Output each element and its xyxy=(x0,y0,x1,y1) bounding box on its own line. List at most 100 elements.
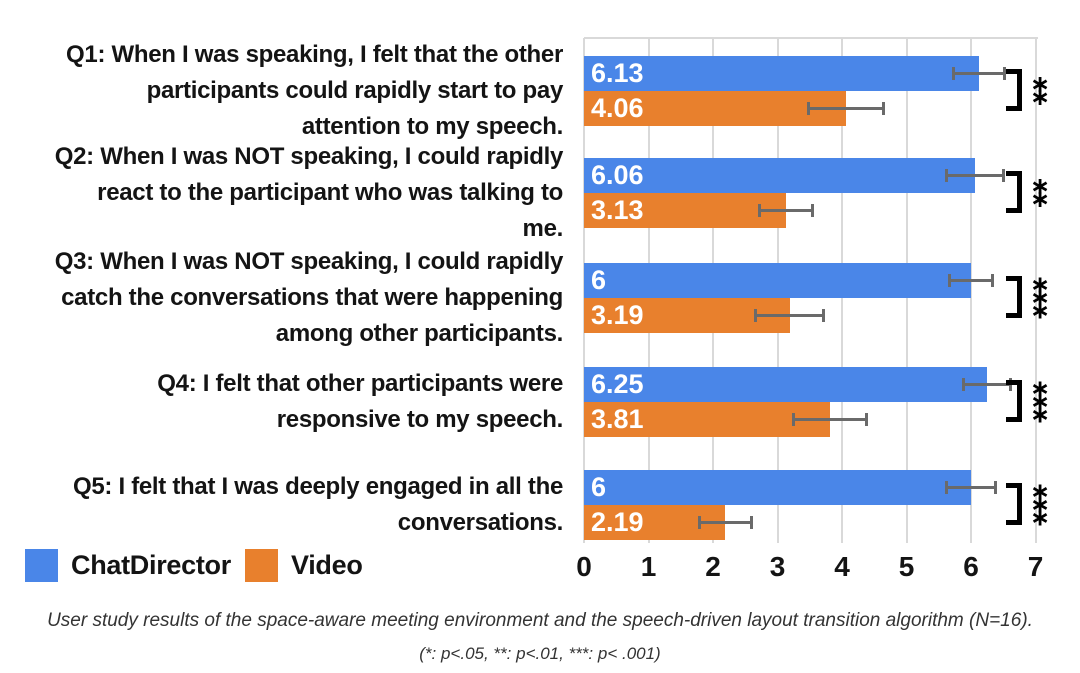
bar-value-label: 6 xyxy=(591,265,607,295)
legend-item-video: Video xyxy=(245,549,363,582)
error-bar-cap xyxy=(990,274,994,287)
error-bar xyxy=(961,378,1013,391)
error-bar-cap xyxy=(864,413,868,426)
question-label-line: Q3: When I was NOT speaking, I could rap… xyxy=(54,248,564,275)
significance-star: ∗ xyxy=(1029,296,1051,325)
bar-value-label: 6.06 xyxy=(591,160,644,190)
question-label-line: react to the participant who was talking… xyxy=(97,179,563,206)
bar-value-label: 6.25 xyxy=(591,369,644,399)
significance-star: ∗ xyxy=(1029,283,1051,312)
significance-bracket xyxy=(1006,380,1022,422)
question-label-line: attention to my speech. xyxy=(301,113,563,140)
error-bar-line xyxy=(754,314,826,317)
x-tick-label: 1 xyxy=(640,551,657,582)
significance-star: ∗ xyxy=(1029,185,1051,213)
significance-star: ∗ xyxy=(1029,70,1051,98)
significance-star: ∗ xyxy=(1029,400,1051,429)
error-bar xyxy=(754,309,826,322)
error-bar-line xyxy=(758,209,814,212)
significance-bracket xyxy=(1006,69,1022,111)
x-tick-label: 3 xyxy=(769,551,786,582)
error-bar-cap xyxy=(810,204,814,217)
error-bar-cap xyxy=(807,102,811,115)
question-label-line: Q5: I felt that I was deeply engaged in … xyxy=(72,473,563,500)
question-label: Q5: I felt that I was deeply engaged in … xyxy=(0,469,563,541)
bar-value-label: 2.19 xyxy=(591,507,644,537)
bar-value-label: 6 xyxy=(591,472,607,502)
bar-chatdirector: 6.13 xyxy=(584,56,980,91)
error-bar-cap xyxy=(754,309,758,322)
significance-star: ∗ xyxy=(1029,477,1051,506)
bar-value-label: 6.13 xyxy=(591,58,644,88)
legend-item-chatdirector: ChatDirector xyxy=(25,549,231,582)
question-label-line: among other participants. xyxy=(275,320,564,347)
error-bar-line xyxy=(948,279,994,282)
error-bar-cap xyxy=(952,67,956,80)
error-bar xyxy=(948,274,994,287)
question-label-line: Q4: I felt that other participants were xyxy=(157,370,563,397)
question-label-line: me. xyxy=(522,215,564,242)
x-tick-label: 7 xyxy=(1027,551,1044,582)
legend-swatch-video xyxy=(245,549,278,582)
x-tick-label: 2 xyxy=(705,551,721,582)
error-bar-cap xyxy=(758,204,762,217)
error-bar xyxy=(791,413,868,426)
error-bar xyxy=(807,102,885,115)
significance-star: ∗ xyxy=(1029,270,1051,299)
question-label: Q3: When I was NOT speaking, I could rap… xyxy=(0,244,564,352)
x-tick-label: 5 xyxy=(898,551,915,582)
question-label-line: conversations. xyxy=(397,509,564,536)
error-bar-line xyxy=(944,174,1006,177)
bar-video: 4.06 xyxy=(584,91,846,126)
significance-stars: ∗ ∗ ∗ xyxy=(1029,270,1051,325)
error-bar-line xyxy=(961,383,1013,386)
bar-value-label: 3.19 xyxy=(591,300,644,330)
bar-value-label: 3.13 xyxy=(591,195,644,225)
significance-star: ∗ xyxy=(1029,490,1051,519)
error-bar-cap xyxy=(881,102,885,115)
significance-stars: ∗ ∗ xyxy=(1029,172,1051,213)
question-label-line: Q1: When I was speaking, I felt that the… xyxy=(66,41,563,68)
error-bar-line xyxy=(697,521,753,524)
bar-video: 3.81 xyxy=(584,402,830,437)
bar-value-label: 3.81 xyxy=(591,404,644,434)
error-bar-cap xyxy=(945,481,949,494)
question-label: Q4: I felt that other participants were r… xyxy=(0,366,563,438)
significance-stars: ∗ ∗ ∗ xyxy=(1029,477,1051,532)
x-tick-label: 0 xyxy=(576,551,592,582)
error-bar xyxy=(697,516,753,529)
error-bar-cap xyxy=(961,378,965,391)
legend-swatch-chatdirector xyxy=(25,549,58,582)
error-bar-cap xyxy=(749,516,753,529)
question-label: Q2: When I was NOT speaking, I could rap… xyxy=(0,139,564,247)
question-label-line: participants could rapidly start to pay xyxy=(146,77,564,104)
error-bar-cap xyxy=(791,413,795,426)
significance-star: ∗ xyxy=(1029,387,1051,416)
bar-value-label: 4.06 xyxy=(591,93,644,123)
gridline xyxy=(1034,38,1037,543)
significance-star: ∗ xyxy=(1029,503,1051,532)
error-bar-line xyxy=(952,72,1007,75)
legend-label-video: Video xyxy=(291,550,363,580)
error-bar-cap xyxy=(822,309,826,322)
error-bar-line xyxy=(807,107,885,110)
x-tick-label: 4 xyxy=(834,551,850,582)
error-bar xyxy=(945,481,997,494)
error-bar-cap xyxy=(697,516,701,529)
error-bar-cap xyxy=(993,481,997,494)
significance-stars: ∗ ∗ xyxy=(1029,70,1051,111)
x-tick-label: 6 xyxy=(963,551,979,582)
bar-chatdirector: 6 xyxy=(584,263,971,298)
plot-top-gridline xyxy=(584,37,1038,39)
significance-star: ∗ xyxy=(1029,83,1051,111)
question-label-line: responsive to my speech. xyxy=(276,406,564,433)
significance-bracket xyxy=(1006,171,1022,213)
significance-star: ∗ xyxy=(1029,374,1051,403)
legend-label-chatdirector: ChatDirector xyxy=(71,550,231,580)
bar-chatdirector: 6.25 xyxy=(584,367,988,402)
caption-line-2: (*: p<.05, **: p<.01, ***: p< .001) xyxy=(419,644,661,663)
error-bar xyxy=(944,169,1006,182)
question-label-line: catch the conversations that were happen… xyxy=(61,284,563,311)
significance-star: ∗ xyxy=(1029,172,1051,200)
